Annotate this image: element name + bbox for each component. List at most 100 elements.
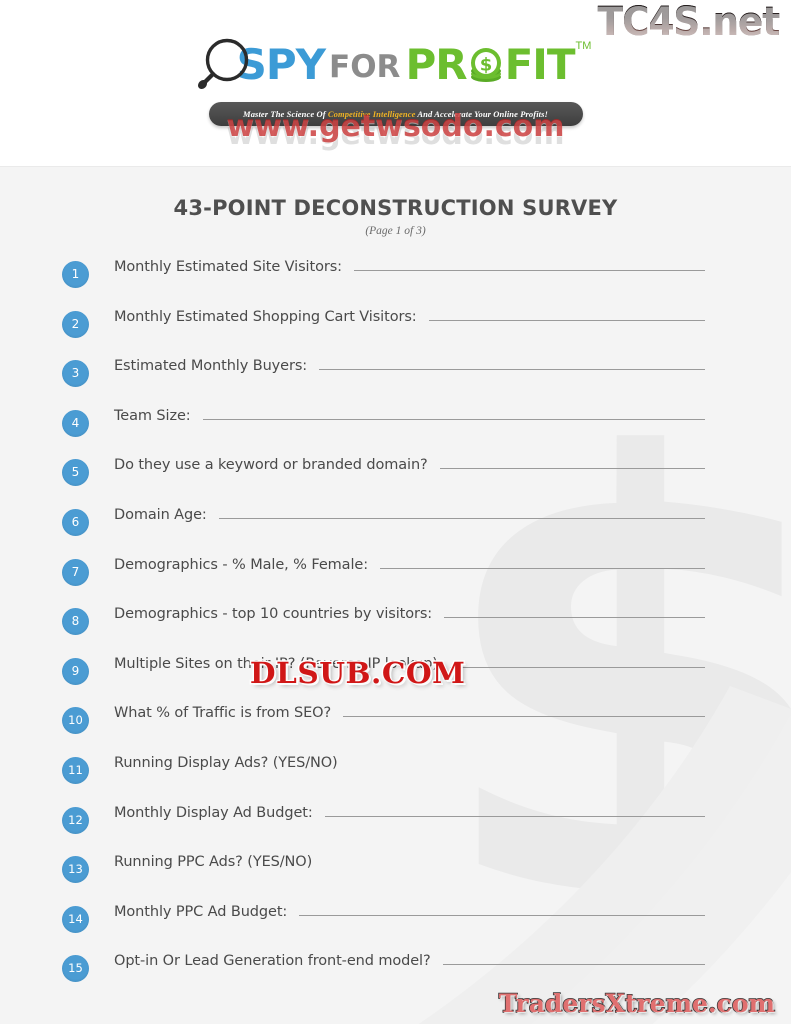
- answer-line: [324, 849, 705, 866]
- question-row: 9 Multiple Sites on their IP? (Reverse IP…: [0, 651, 791, 701]
- question-body: Monthly Estimated Shopping Cart Visitors…: [114, 304, 705, 345]
- getwsodo-watermark-ghost: www.getwsodo.com: [226, 117, 565, 152]
- question-row: 6 Domain Age:: [0, 502, 791, 552]
- question-number-badge: 11: [62, 756, 89, 784]
- dollar-coin-icon: $: [468, 47, 504, 85]
- question-number-badge: 3: [62, 360, 89, 388]
- tc4s-net-logo: TC4S.net: [597, 0, 779, 45]
- brand-word-fit: FIT: [504, 40, 576, 89]
- question-body: Running PPC Ads? (YES/NO): [114, 849, 705, 890]
- question-body: Domain Age:: [114, 502, 705, 543]
- answer-line[interactable]: [202, 403, 705, 420]
- answer-line[interactable]: [299, 899, 705, 916]
- question-body: Monthly Estimated Site Visitors:: [114, 254, 705, 295]
- answer-line[interactable]: [319, 353, 705, 371]
- brand-word-spy: SPY: [236, 40, 326, 89]
- question-row: 10 What % of Traffic is from SEO?: [0, 700, 791, 750]
- question-label: Demographics - top 10 countries by visit…: [114, 606, 433, 623]
- question-row: 7 Demographics - % Male, % Female:: [0, 552, 791, 602]
- question-body: Team Size:: [114, 403, 705, 444]
- question-label: Domain Age:: [114, 506, 207, 523]
- question-label: Running Display Ads? (YES/NO): [114, 754, 338, 771]
- magnifying-glass-icon: [197, 38, 248, 90]
- tagline-part1: Master The Science Of: [243, 109, 328, 119]
- question-row: 14 Monthly PPC Ad Budget:: [0, 899, 791, 949]
- tradersxtreme-watermark: TradersXtreme.com: [498, 989, 776, 1018]
- question-label: What % of Traffic is from SEO?: [114, 705, 332, 722]
- question-label: Monthly Estimated Shopping Cart Visitors…: [114, 308, 417, 325]
- question-row: 15 Opt-in Or Lead Generation front-end mo…: [0, 948, 791, 998]
- page-subtitle: (Page 1 of 3): [365, 225, 426, 237]
- tagline-part2: And Accelerate Your Online Profits!: [415, 109, 548, 119]
- question-number-badge: 10: [62, 707, 89, 735]
- page-body: $ 43-POINT DECONSTRUCTION SURVEY (Page 1…: [0, 166, 791, 1024]
- question-row: 2 Monthly Estimated Shopping Cart Visitor…: [0, 304, 791, 354]
- question-row: 3 Estimated Monthly Buyers:: [0, 353, 791, 403]
- question-number-badge: 7: [62, 558, 89, 586]
- question-number-badge: 15: [62, 955, 89, 983]
- question-label: Monthly Display Ad Budget:: [114, 804, 313, 821]
- answer-line: [350, 750, 705, 767]
- dlsub-watermark: DLSUB.COM: [248, 656, 466, 690]
- answer-line[interactable]: [428, 304, 705, 321]
- question-number-badge: 1: [62, 261, 89, 288]
- question-label: Do they use a keyword or branded domain?: [114, 457, 428, 474]
- question-row: 4 Team Size:: [0, 403, 791, 453]
- question-body: Monthly PPC Ad Budget:: [114, 899, 705, 940]
- question-row: 11 Running Display Ads? (YES/NO): [0, 750, 791, 800]
- question-row: 8 Demographics - top 10 countries by visi…: [0, 601, 791, 651]
- question-label: Team Size:: [114, 407, 191, 424]
- answer-line[interactable]: [379, 552, 705, 569]
- brand-word-pr: PR: [405, 40, 467, 89]
- question-number-badge: 9: [62, 657, 89, 685]
- question-number-badge: 4: [62, 409, 89, 437]
- question-body: Running Display Ads? (YES/NO): [114, 750, 705, 791]
- question-label: Monthly Estimated Site Visitors:: [114, 259, 342, 275]
- question-label: Opt-in Or Lead Generation front-end mode…: [114, 953, 431, 970]
- question-row: 13 Running PPC Ads? (YES/NO): [0, 849, 791, 899]
- answer-line[interactable]: [353, 254, 705, 271]
- trademark-symbol: TM: [575, 40, 592, 52]
- tagline-highlight: Competitive Intelligence: [327, 109, 416, 119]
- question-body: Multiple Sites on their IP? (Reverse IP …: [114, 651, 705, 692]
- getwsodo-watermark: www.getwsodo.com: [226, 109, 565, 144]
- question-number-badge: 8: [62, 608, 89, 636]
- question-label: Monthly PPC Ad Budget:: [114, 903, 288, 920]
- answer-line[interactable]: [439, 452, 705, 470]
- body-divider: [0, 166, 791, 167]
- question-body: Monthly Display Ad Budget:: [114, 800, 705, 841]
- brand-logo: SPY FOR PR $ FITTM: [0, 36, 791, 98]
- question-body: Demographics - % Male, % Female:: [114, 552, 705, 593]
- question-list: 1 Monthly Estimated Site Visitors: 2 Monthl…: [0, 254, 791, 998]
- answer-line[interactable]: [324, 800, 705, 817]
- answer-line[interactable]: [343, 700, 705, 718]
- question-row: 12 Monthly Display Ad Budget:: [0, 800, 791, 850]
- tc4s-logo-shadow: TC4S.net: [597, 2, 779, 42]
- answer-line[interactable]: [449, 651, 705, 668]
- question-label: Estimated Monthly Buyers:: [114, 358, 308, 375]
- question-number-badge: 13: [62, 856, 89, 884]
- answer-line[interactable]: [442, 948, 705, 966]
- page-title: 43-POINT DECONSTRUCTION SURVEY: [173, 196, 618, 220]
- question-body: What % of Traffic is from SEO?: [114, 700, 705, 741]
- question-body: Demographics - top 10 countries by visit…: [114, 601, 705, 642]
- question-number-badge: 2: [62, 310, 89, 338]
- brand-tagline: Master The Science Of Competitive Intell…: [208, 102, 583, 126]
- question-label: Demographics - % Male, % Female:: [114, 556, 368, 573]
- brand-word-for: FOR: [329, 49, 401, 85]
- question-number-badge: 12: [62, 806, 89, 834]
- svg-text:$: $: [479, 55, 492, 76]
- answer-line[interactable]: [218, 502, 705, 519]
- question-row: 5 Do they use a keyword or branded domain…: [0, 452, 791, 502]
- question-body: Opt-in Or Lead Generation front-end mode…: [114, 948, 705, 989]
- question-number-badge: 14: [62, 905, 89, 933]
- question-body: Estimated Monthly Buyers:: [114, 353, 705, 394]
- question-number-badge: 6: [62, 508, 89, 536]
- question-row: 1 Monthly Estimated Site Visitors:: [0, 254, 791, 304]
- question-body: Do they use a keyword or branded domain?: [114, 452, 705, 493]
- question-number-badge: 5: [62, 459, 89, 487]
- answer-line[interactable]: [444, 601, 705, 619]
- title-block: 43-POINT DECONSTRUCTION SURVEY (Page 1 o…: [0, 196, 791, 237]
